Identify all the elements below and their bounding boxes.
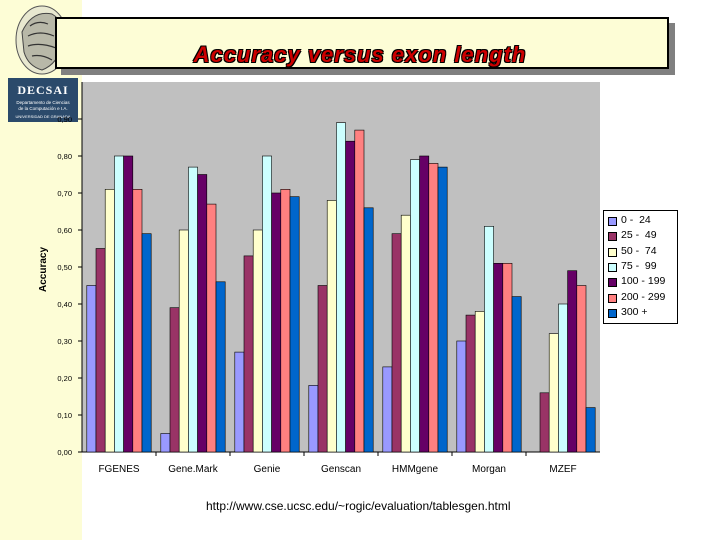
legend-swatch <box>608 247 617 257</box>
y-axis-label: Accuracy <box>38 246 49 292</box>
legend-item: 0 - 24 <box>608 214 676 228</box>
bar <box>169 307 180 453</box>
y-tick-label: 0,70 <box>57 189 72 198</box>
x-tick-label: Genscan <box>321 464 361 475</box>
legend-swatch <box>608 308 617 318</box>
bar <box>206 203 217 453</box>
bar <box>345 140 356 453</box>
bar <box>95 248 106 453</box>
legend-swatch <box>608 232 617 242</box>
y-tick-label: 0,00 <box>57 448 72 457</box>
y-tick-label: 0,60 <box>57 226 72 235</box>
bar <box>289 196 300 453</box>
y-tick-label: 0,50 <box>57 263 72 272</box>
bar <box>585 407 596 453</box>
bar <box>382 366 393 453</box>
legend-swatch <box>608 278 617 288</box>
chart-title: Accuracy versus exon length <box>193 42 527 67</box>
legend-swatch <box>608 293 617 303</box>
y-tick-label: 0,10 <box>57 411 72 420</box>
bar <box>178 229 189 453</box>
bar <box>539 392 550 453</box>
bar <box>437 166 448 453</box>
bar <box>262 155 272 453</box>
bar <box>391 233 402 453</box>
legend-item: 200 - 299 <box>608 291 676 305</box>
y-tick-label: 0,30 <box>57 337 72 346</box>
bar <box>419 155 430 453</box>
x-tick-label: Gene.Mark <box>168 464 218 475</box>
bar <box>465 314 476 453</box>
legend-item: 75 - 99 <box>608 260 676 274</box>
x-tick-label: MZEF <box>549 464 576 475</box>
legend-item: 50 - 74 <box>608 245 676 259</box>
bar <box>493 262 504 453</box>
bar <box>474 311 485 453</box>
bar <box>252 229 263 453</box>
legend-label: 300 + <box>621 305 648 318</box>
legend-item: 100 - 199 <box>608 275 676 289</box>
bar <box>188 166 198 453</box>
bar <box>502 262 513 453</box>
bar <box>410 159 420 453</box>
x-tick-label: Morgan <box>472 464 506 475</box>
legend-item: 25 - 49 <box>608 229 676 243</box>
bar <box>576 285 587 453</box>
bar <box>243 255 254 453</box>
bar <box>160 433 171 453</box>
source-url[interactable]: http://www.cse.ucsc.edu/~rogic/evaluatio… <box>206 499 511 513</box>
bar <box>567 270 578 453</box>
svg-text:Departamento de Ciencias: Departamento de Ciencias <box>16 100 70 105</box>
bar <box>132 189 143 453</box>
legend-label: 100 - 199 <box>621 275 666 288</box>
legend-label: 75 - 99 <box>621 259 657 272</box>
chart-legend: 0 - 24 25 - 49 50 - 74 75 - 99 100 - 199 200 … <box>603 210 678 324</box>
bar <box>271 192 282 453</box>
x-tick-label: Genie <box>254 464 281 475</box>
bar <box>197 174 208 453</box>
svg-text:de la Computación e I.A.: de la Computación e I.A. <box>18 106 67 111</box>
bar <box>428 163 439 453</box>
legend-item: 300 + <box>608 306 676 320</box>
svg-text:UNIVERSIDAD DE GRANADA: UNIVERSIDAD DE GRANADA <box>16 114 71 119</box>
bar <box>336 122 346 453</box>
bar <box>114 155 124 453</box>
legend-swatch <box>608 217 617 226</box>
legend-swatch <box>608 262 617 272</box>
title-box <box>55 17 669 69</box>
bar <box>234 351 245 453</box>
bar <box>484 226 494 453</box>
y-tick-label: 0,80 <box>57 152 72 161</box>
bar <box>141 233 152 453</box>
bar <box>400 214 411 453</box>
y-tick-label: 0,20 <box>57 374 72 383</box>
y-tick-label: 0,90 <box>57 115 72 124</box>
x-tick-label: FGENES <box>98 464 139 475</box>
bar <box>104 189 115 453</box>
bar <box>354 129 365 453</box>
legend-label: 25 - 49 <box>621 229 657 242</box>
legend-label: 200 - 299 <box>621 290 666 303</box>
x-tick-label: HMMgene <box>392 464 439 475</box>
bar <box>123 155 134 453</box>
y-tick-label: 0,40 <box>57 300 72 309</box>
bar <box>215 281 226 453</box>
legend-label: 0 - 24 <box>621 214 651 226</box>
legend-label: 50 - 74 <box>621 244 657 257</box>
bar <box>548 333 559 453</box>
bar <box>511 296 522 453</box>
bar <box>317 285 328 453</box>
bar <box>280 189 291 453</box>
bar <box>326 200 337 453</box>
bar <box>363 207 374 453</box>
bar <box>456 340 467 453</box>
svg-text:DECSAI: DECSAI <box>17 83 68 97</box>
bar <box>86 285 97 453</box>
bar <box>308 385 319 453</box>
bar <box>558 303 568 453</box>
